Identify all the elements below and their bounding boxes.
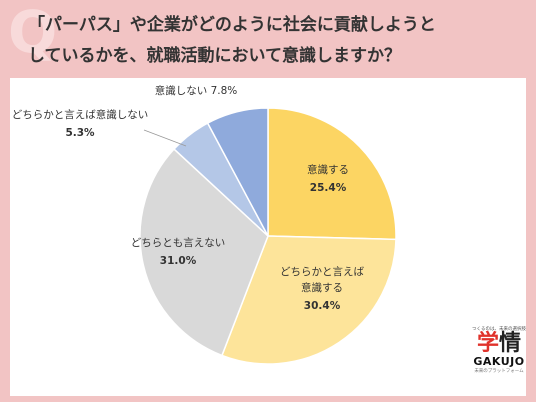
logo-sub: 未来のプラットフォーム bbox=[468, 368, 530, 374]
slice-label-5: 意識しない 7.8% bbox=[155, 84, 238, 97]
logo-mark-left: 学 bbox=[477, 331, 499, 356]
title-line-1: 「パーパス」や企業がどのように社会に貢献しようと bbox=[28, 10, 528, 41]
slice-value-4: 5.3% bbox=[65, 127, 95, 139]
leader-line bbox=[144, 130, 186, 146]
slice-label-2: 意識する bbox=[301, 281, 343, 294]
title-line-2: しているかを、就職活動において意識しますか？ bbox=[28, 41, 528, 72]
logo-mark: 学情 bbox=[468, 332, 530, 356]
logo-mark-right: 情 bbox=[499, 331, 521, 356]
pie-chart: 意識する25.4%どちらかと言えば意識する30.4%どちらとも言えない31.0%… bbox=[10, 78, 526, 396]
chart-panel: 意識する 25.4% どちらかと言えば 意識する 30.4% どちらとも言えない 31.0%… bbox=[10, 78, 526, 396]
slice-label-3: どちらとも言えない bbox=[131, 236, 226, 249]
slice-label-1: 意識する bbox=[307, 163, 349, 176]
slice-value-1: 25.4% bbox=[310, 182, 347, 194]
logo-name: GAKUJO bbox=[468, 356, 530, 368]
header: Q 「パーパス」や企業がどのように社会に貢献しようと しているかを、就職活動にお… bbox=[0, 0, 536, 78]
gakujo-logo: つくるのは、未来の選択肢 学情 GAKUJO 未来のプラットフォーム bbox=[468, 326, 530, 398]
slice-label-2: どちらかと言えば bbox=[280, 265, 364, 278]
slice-label-4: どちらかと言えば意識しない bbox=[12, 108, 149, 121]
slice-value-3: 31.0% bbox=[160, 255, 197, 267]
slice-value-2: 30.4% bbox=[304, 300, 341, 312]
chart-title: 「パーパス」や企業がどのように社会に貢献しようと しているかを、就職活動において… bbox=[28, 10, 528, 72]
